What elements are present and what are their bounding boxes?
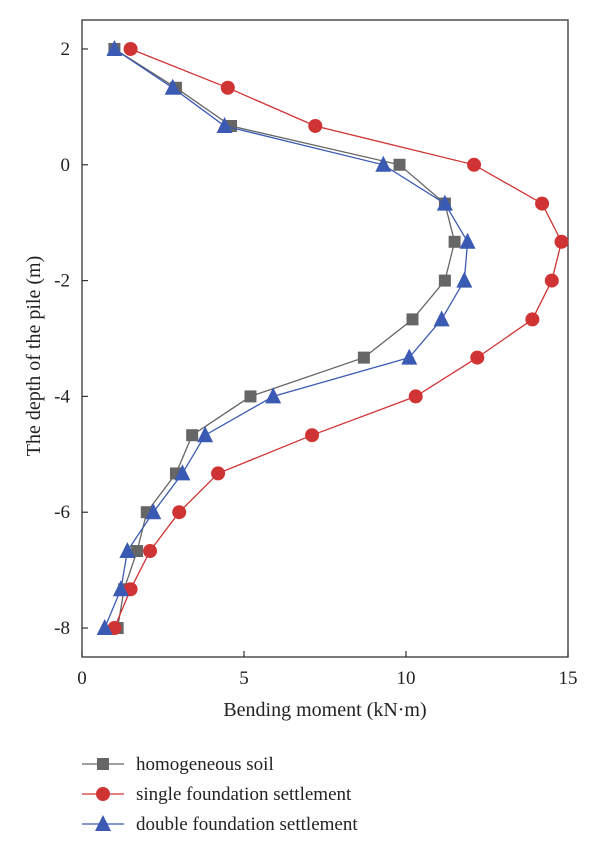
data-point-circle [535,196,550,211]
data-point-circle [308,118,323,133]
x-tick-label: 5 [239,668,249,689]
x-tick-label: 10 [397,668,416,689]
x-tick-label: 15 [559,668,578,689]
data-point-square [186,429,199,442]
data-point-triangle [265,387,282,404]
series-circle [107,41,569,636]
legend-label: homogeneous soil [136,754,274,775]
data-point-square [448,235,461,248]
plot-area [81,19,569,658]
y-tick-label: 0 [61,155,71,176]
legend-label: single foundation settlement [136,784,352,805]
data-point-triangle [112,580,129,597]
data-point-triangle [433,310,450,327]
data-point-circle [554,234,569,249]
data-point-triangle [164,78,181,95]
data-point-square [406,313,419,326]
data-point-triangle [216,116,233,133]
data-point-circle [470,350,485,365]
data-point-triangle [401,348,418,365]
y-tick-label: -6 [54,502,70,523]
data-point-triangle [145,503,162,520]
series-layer [96,39,569,636]
data-point-circle [525,312,540,327]
legend-marker [96,787,110,801]
y-tick-label: -2 [54,271,70,292]
series-line [113,48,563,629]
data-point-square [131,545,144,558]
plot-border [81,19,569,658]
data-point-square [244,390,257,403]
data-point-circle [544,273,559,288]
data-point-triangle [375,155,392,172]
y-tick-label: -4 [54,386,70,407]
data-point-circle [408,389,423,404]
legend-marker [95,815,111,831]
data-point-triangle [456,271,473,288]
data-point-square [393,158,406,171]
series-square [108,42,461,635]
data-point-triangle [197,426,214,443]
data-point-triangle [119,542,136,559]
series-triangle [96,39,476,636]
y-tick-label: 2 [61,39,71,60]
data-point-circle [143,544,158,559]
data-point-square [438,274,451,287]
series-line [114,48,456,629]
data-point-circle [123,41,138,56]
data-point-triangle [459,232,476,249]
data-point-triangle [106,39,123,56]
x-axis-title: Bending moment (kN·m) [223,699,426,721]
data-point-circle [211,466,226,481]
y-axis-title: The depth of the pile (m) [23,256,45,457]
data-point-triangle [96,619,113,636]
legend-label: double foundation settlement [136,814,358,835]
legend: homogeneous soil single foundation settle… [82,754,358,835]
legend-marker [97,758,109,770]
legend-item: single foundation settlement [82,784,352,805]
data-point-circle [172,505,187,520]
data-point-triangle [436,194,453,211]
series-line [104,48,469,629]
data-point-circle [220,80,235,95]
data-point-circle [467,157,482,172]
legend-item: double foundation settlement [82,814,358,835]
legend-item: homogeneous soil [82,754,274,775]
data-point-triangle [174,464,191,481]
x-tick-label: 0 [77,668,87,689]
data-point-circle [305,428,320,443]
y-tick-label: -8 [54,618,70,639]
data-point-square [357,351,370,364]
